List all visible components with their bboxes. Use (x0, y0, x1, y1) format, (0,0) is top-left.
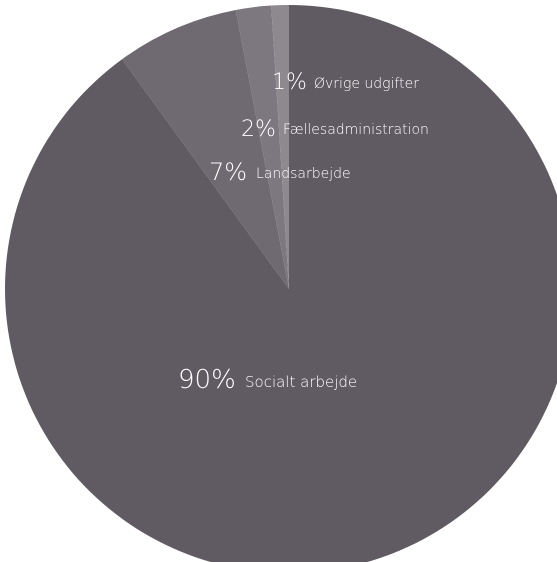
category-label-faellesadministration: Fællesadministration (283, 122, 429, 138)
label-socialt-arbejde: 90% Socialt arbejde (178, 365, 357, 395)
slice-socialt-arbejde (5, 5, 557, 562)
percent-label-faellesadministration: 2% (241, 117, 276, 142)
category-label-socialt-arbejde: Socialt arbejde (245, 373, 357, 391)
label-faellesadministration: 2% Fællesadministration (241, 117, 429, 142)
percent-label-socialt-arbejde: 90% (178, 365, 236, 395)
slice-faellesadministration (235, 5, 289, 290)
label-landsarbejde: 7% Landsarbejde (209, 158, 351, 186)
slice-landsarbejde (122, 10, 289, 289)
slice-ovrige-udgifter (271, 5, 289, 289)
category-label-landsarbejde: Landsarbejde (256, 166, 351, 182)
percent-label-ovrige-udgifter: 1% (272, 70, 307, 95)
percent-label-landsarbejde: 7% (209, 158, 247, 186)
category-label-ovrige-udgifter: Øvrige udgifter (314, 76, 419, 92)
pie-slices (5, 5, 557, 562)
label-ovrige-udgifter: 1% Øvrige udgifter (272, 70, 419, 95)
